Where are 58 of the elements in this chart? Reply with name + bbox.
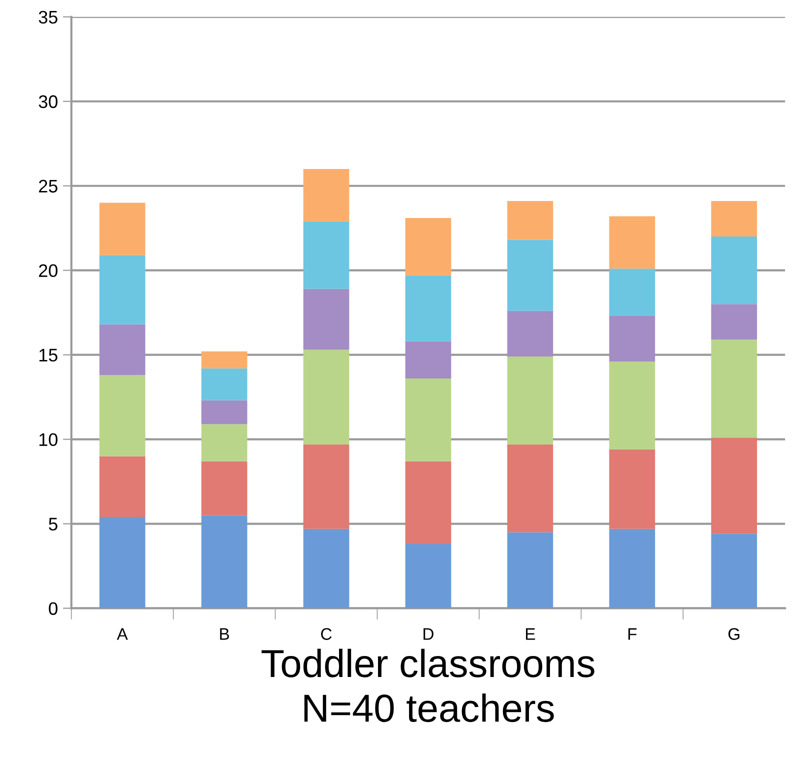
bar [507, 201, 554, 240]
y-tick-label: 25 [39, 180, 58, 193]
bar [99, 517, 146, 608]
bar [99, 202, 146, 256]
bar [303, 168, 350, 222]
y-tick-label: 35 [38, 10, 58, 24]
bar [201, 461, 248, 516]
y-tick-label: 30 [38, 95, 58, 108]
bar [201, 351, 248, 368]
bar [303, 288, 350, 350]
bar [507, 444, 554, 532]
bar [711, 236, 758, 304]
x-tick-label: A [116, 628, 128, 640]
y-tick-label: 15 [39, 348, 58, 362]
bar [99, 255, 146, 324]
bar [201, 400, 248, 424]
y-tick-label: 5 [48, 518, 58, 530]
bar [609, 316, 656, 362]
bar [405, 461, 452, 544]
bar [711, 438, 758, 534]
bar [609, 216, 656, 269]
bar [507, 310, 554, 357]
bar [609, 528, 656, 608]
bar [507, 240, 554, 311]
x-tick-label: D [424, 628, 434, 640]
bar [405, 544, 452, 608]
bar [201, 368, 248, 400]
bar [201, 515, 248, 608]
bar [303, 528, 350, 608]
bar [507, 356, 554, 444]
bar [405, 218, 452, 276]
x-axis-title: Toddler classrooms N=40 teachers [262, 648, 594, 722]
bar [507, 532, 554, 608]
x-tick-label: F [628, 628, 637, 640]
x-tick-label: E [526, 628, 536, 640]
bar [303, 350, 350, 444]
bar [405, 378, 452, 462]
bar [99, 324, 146, 376]
bar [99, 456, 146, 518]
bar [303, 221, 350, 289]
bar [711, 201, 758, 237]
bar [99, 375, 146, 456]
y-tick-label: 0 [48, 602, 58, 615]
bar [303, 444, 350, 529]
bar [609, 449, 656, 529]
bar [711, 534, 758, 608]
bar [405, 341, 452, 378]
bar [711, 304, 758, 340]
x-tick-label: B [220, 628, 229, 640]
y-tick-label: 20 [39, 264, 58, 278]
y-tick-label: 10 [39, 433, 58, 446]
x-tick-label: C [321, 628, 332, 640]
bar [405, 275, 452, 342]
bar [201, 424, 248, 462]
bar [609, 268, 656, 316]
bar [609, 362, 656, 450]
bar [711, 340, 758, 438]
x-tick-label: G [728, 628, 740, 640]
